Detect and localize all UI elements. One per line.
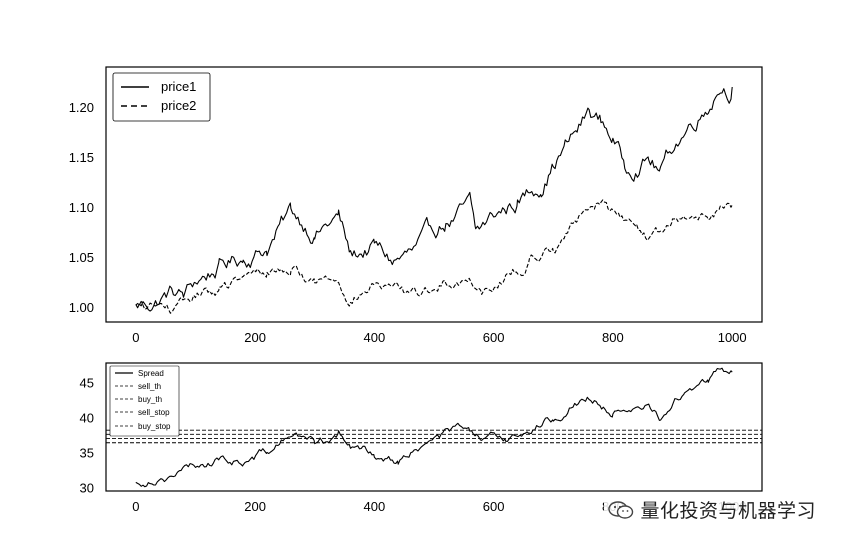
bottom-series-lines	[106, 367, 762, 488]
legend-label-buy-th: buy_th	[138, 395, 162, 404]
bottom-legend: Spread sell_th buy_th sell_stop buy_stop	[109, 365, 180, 437]
bottom-axes-frame	[105, 362, 763, 492]
top-chart: 0 200 400 600 800 1000 1.00 1.05 1.10 1.15 1.20 p…	[69, 66, 763, 345]
series-line-price2	[135, 199, 733, 314]
x-tick-label: 800	[602, 330, 624, 345]
y-tick-label: 35	[80, 446, 94, 461]
watermark-text: 量化投资与机器学习	[640, 500, 816, 522]
top-axes-frame	[105, 66, 763, 323]
x-tick-label: 600	[483, 499, 505, 514]
top-legend: price1 price2	[112, 72, 211, 122]
legend-label-sell-stop: sell_stop	[138, 408, 170, 417]
x-tick-label: 200	[244, 499, 266, 514]
y-tick-label: 30	[80, 481, 94, 496]
x-tick-label: 1000	[718, 330, 747, 345]
legend-label-price1: price1	[161, 79, 196, 94]
top-x-ticks: 0 200 400 600 800 1000	[132, 330, 746, 345]
series-line-price1	[135, 86, 733, 312]
x-tick-label: 200	[244, 330, 266, 345]
legend-label-spread: Spread	[138, 369, 164, 378]
bottom-legend-box	[109, 365, 180, 437]
x-tick-label: 600	[483, 330, 505, 345]
x-tick-label: 0	[132, 330, 139, 345]
x-tick-label: 400	[364, 330, 386, 345]
y-tick-label: 1.05	[69, 250, 94, 265]
x-tick-label: 400	[364, 499, 386, 514]
legend-label-sell-th: sell_th	[138, 382, 161, 391]
top-legend-box	[112, 72, 211, 122]
legend-label-price2: price2	[161, 98, 196, 113]
legend-label-buy-stop: buy_stop	[138, 422, 171, 431]
wechat-icon	[608, 500, 634, 519]
watermark: 量化投资与机器学习	[604, 494, 820, 525]
top-series-lines	[135, 86, 733, 314]
series-line-Spread	[135, 367, 733, 488]
y-tick-label: 45	[80, 376, 94, 391]
y-tick-label: 1.20	[69, 100, 94, 115]
top-y-ticks: 1.00 1.05 1.10 1.15 1.20	[69, 100, 94, 315]
y-tick-label: 40	[80, 411, 94, 426]
y-tick-label: 1.15	[69, 150, 94, 165]
bottom-y-ticks: 30 35 40 45	[80, 376, 94, 496]
x-tick-label: 0	[132, 499, 139, 514]
y-tick-label: 1.10	[69, 200, 94, 215]
y-tick-label: 1.00	[69, 300, 94, 315]
